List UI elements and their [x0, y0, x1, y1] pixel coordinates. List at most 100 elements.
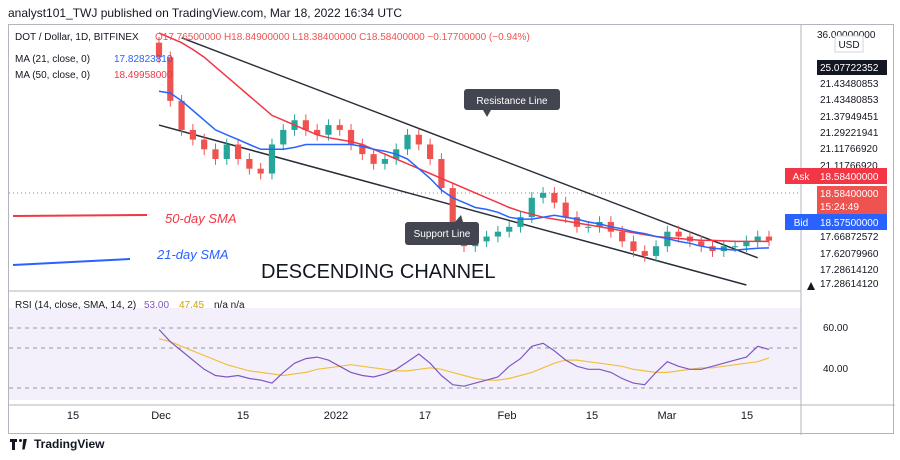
rsi-label: RSI (14, close, SMA, 14, 2) [15, 300, 136, 311]
price-label: 25.07722352 [820, 63, 879, 74]
rsi-axis-40: 40.00 [823, 364, 848, 375]
price-label: 17.28614120 [820, 279, 879, 290]
candle-body [427, 144, 434, 159]
candle-body [268, 144, 276, 174]
candle-body [280, 129, 287, 145]
price-label: 21.11766920 [820, 161, 878, 172]
trendline [181, 37, 758, 259]
candle-body [381, 159, 389, 164]
ma50-value: 18.49958000 [114, 70, 173, 81]
time-label: 15 [741, 410, 753, 422]
candle-body [619, 231, 626, 242]
price-legend: DOT / Dollar, 1D, BITFINEX O17.76500000 … [15, 32, 530, 81]
candle-body [325, 125, 332, 135]
rsi-na: n/a n/a [214, 300, 245, 311]
time-label: Feb [498, 410, 517, 422]
bid-label: Bid [794, 218, 808, 229]
ohlc-values: O17.76500000 H18.84900000 L18.38400000 C… [155, 32, 530, 43]
candle-body [585, 226, 592, 228]
footer-brand[interactable]: TradingView [10, 437, 104, 451]
price-label: 21.43480853 [820, 95, 879, 106]
resistance-callout [464, 89, 560, 110]
rsi-band [9, 308, 801, 400]
price-label: 17.28614120 [820, 265, 879, 276]
price-label: 17.62079960 [820, 249, 879, 260]
chart-panel[interactable]: 50-day SMA 21-day SMA DESCENDING CHANNEL… [8, 24, 895, 435]
sma50-legend-swatch [12, 214, 148, 217]
candle-body [201, 139, 208, 150]
candle-body [483, 236, 490, 242]
candle-body [551, 192, 558, 203]
time-label: 17 [419, 410, 431, 422]
bid-badge [785, 214, 817, 230]
candle-body [223, 144, 230, 159]
ma50-label: MA (50, close, 0) [15, 70, 90, 81]
candle-body [652, 246, 660, 256]
ma21-value: 17.82823810 [114, 54, 173, 65]
candle-body [675, 231, 682, 237]
candle-body [415, 134, 422, 145]
candle-body [314, 129, 321, 135]
rsi-sma-value: 47.45 [179, 300, 204, 311]
candle-body [234, 144, 242, 159]
ma21-label: MA (21, close, 0) [15, 54, 90, 65]
resistance-callout-pointer [483, 110, 491, 117]
resistance-label: Resistance Line [476, 96, 548, 107]
countdown: 15:24:49 [820, 202, 859, 213]
candle-body [539, 192, 547, 198]
candle-body [494, 231, 501, 237]
candle-body [732, 246, 739, 248]
candle-body [765, 236, 773, 241]
candlestick-chart[interactable]: 50-day SMA 21-day SMA DESCENDING CHANNEL… [9, 25, 895, 435]
currency-badge[interactable] [834, 35, 864, 53]
candle-body [404, 134, 411, 150]
ask-price: 18.58400000 [820, 172, 879, 183]
time-axis[interactable]: 15 Dec 15 2022 17 Feb 15 Mar 15 [67, 410, 753, 422]
candle-body [246, 159, 253, 169]
time-label: Dec [151, 410, 171, 422]
price-labels: 25.07722352 21.43480853 21.43480853 21.3794… [817, 60, 887, 290]
candle-body [167, 57, 174, 101]
candle-body [506, 226, 513, 232]
candle-body [562, 202, 569, 218]
rsi-value: 53.00 [144, 300, 169, 311]
bid-price: 18.57500000 [820, 218, 879, 229]
time-label: 15 [67, 410, 79, 422]
symbol-label: DOT / Dollar, 1D, BITFINEX [15, 32, 139, 43]
ma50-line [158, 32, 769, 243]
ma21-line [158, 90, 770, 251]
sma21-annotation: 21-day SMA [156, 247, 229, 262]
candle-body [698, 241, 705, 247]
candle-body [189, 129, 196, 140]
publish-header: analyst101_TWJ published on TradingView.… [8, 6, 402, 20]
candle-body [438, 159, 445, 189]
candle-body [359, 144, 366, 155]
candle-body [347, 129, 355, 145]
candle-body [641, 251, 648, 256]
last-price-badge [817, 186, 887, 214]
candle-body [336, 125, 343, 130]
candle-body [302, 120, 309, 130]
price-label: 21.11766920 [820, 144, 878, 155]
time-label: 15 [586, 410, 598, 422]
sma50-annotation: 50-day SMA [165, 211, 237, 226]
price-axis[interactable]: 36.00000000 USD 25.0772235221.4348085321… [785, 30, 887, 290]
ask-label: Ask [793, 172, 811, 183]
currency-label: USD [838, 40, 859, 51]
candle-body [178, 100, 185, 130]
candle-body [257, 168, 264, 174]
rsi-line [158, 329, 770, 387]
candle-body [370, 154, 377, 164]
price-label: 21.43480853 [820, 79, 879, 90]
candle-body [754, 236, 761, 242]
price-highlight [817, 60, 887, 75]
support-callout-pointer [455, 215, 463, 222]
price-label: 17.66872572 [820, 232, 879, 243]
ask-badge [785, 168, 817, 184]
ask-price-badge [817, 168, 887, 184]
bid-price-badge [817, 214, 887, 230]
price-label: 21.37949451 [820, 112, 879, 123]
candle-body [573, 217, 581, 227]
support-label: Support Line [414, 229, 471, 240]
axis-arrow-icon [807, 282, 815, 290]
